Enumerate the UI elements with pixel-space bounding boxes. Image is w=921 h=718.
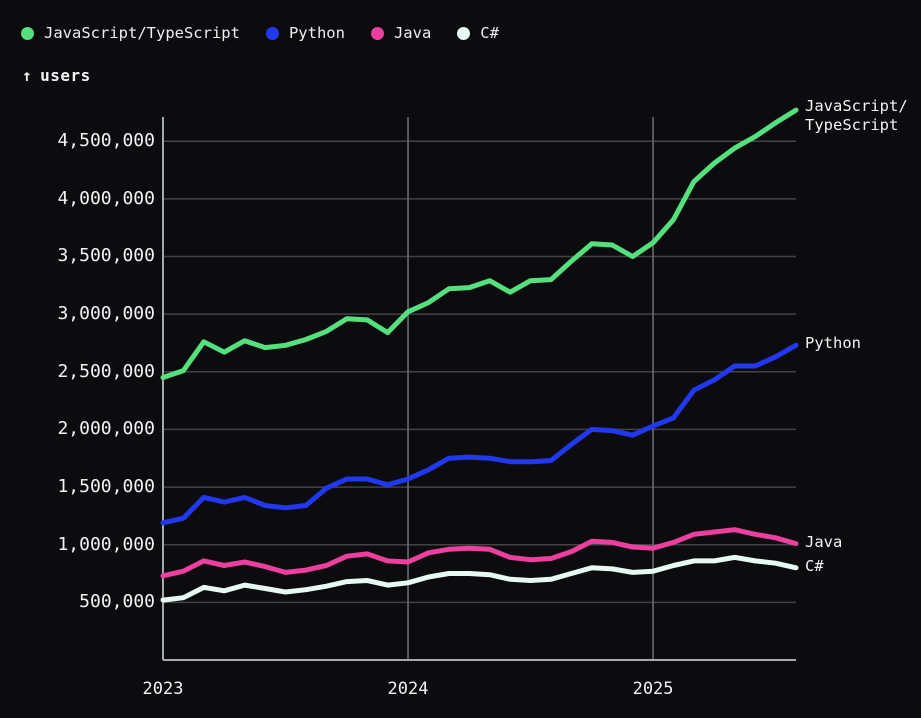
legend-dot-icon: [265, 26, 279, 40]
legend-dot-icon: [21, 26, 34, 40]
legend-item-python[interactable]: Python: [265, 24, 345, 42]
series-line-python: [160, 342, 799, 526]
y-tick-label: 3,500,000: [57, 245, 155, 267]
legend-item-c[interactable]: C#: [457, 24, 499, 42]
legend-label: C#: [480, 24, 499, 42]
series-end-label-javascript-typescript: JavaScript/ TypeScript: [805, 97, 908, 135]
legend-item-java[interactable]: Java: [370, 24, 432, 42]
legend-label: Python: [288, 24, 345, 42]
series-line-java: [160, 527, 799, 579]
y-tick-label: 4,000,000: [57, 187, 155, 209]
legend-label: Java: [393, 24, 432, 42]
x-tick-label: 2025: [632, 679, 674, 699]
legend-item-javascript-typescript[interactable]: JavaScript/TypeScript: [21, 24, 240, 42]
series-end-label-java: Java: [805, 532, 843, 551]
series-line-c: [160, 554, 799, 603]
legend-label: JavaScript/TypeScript: [44, 24, 240, 42]
y-tick-label: 2,000,000: [57, 418, 155, 440]
legend: JavaScript/TypeScript Python Java C#: [21, 24, 499, 42]
x-tick-label: 2024: [387, 679, 429, 699]
legend-dot-icon: [457, 26, 471, 40]
y-axis-title: ↑ users: [22, 66, 91, 85]
series-end-label-c: C#: [805, 556, 824, 575]
series-line-javascript-typescript: [160, 107, 799, 380]
y-tick-label: 500,000: [79, 591, 155, 613]
y-axis-title-label: users: [40, 66, 91, 85]
x-tick-label: 2023: [142, 679, 184, 699]
y-tick-label: 1,000,000: [57, 533, 155, 555]
y-tick-label: 1,500,000: [57, 476, 155, 498]
up-arrow-icon: ↑: [22, 66, 33, 85]
y-tick-label: 3,000,000: [57, 303, 155, 325]
y-tick-label: 2,500,000: [57, 360, 155, 382]
legend-dot-icon: [370, 26, 384, 40]
series-end-label-python: Python: [805, 334, 861, 353]
y-tick-label: 4,500,000: [57, 130, 155, 152]
